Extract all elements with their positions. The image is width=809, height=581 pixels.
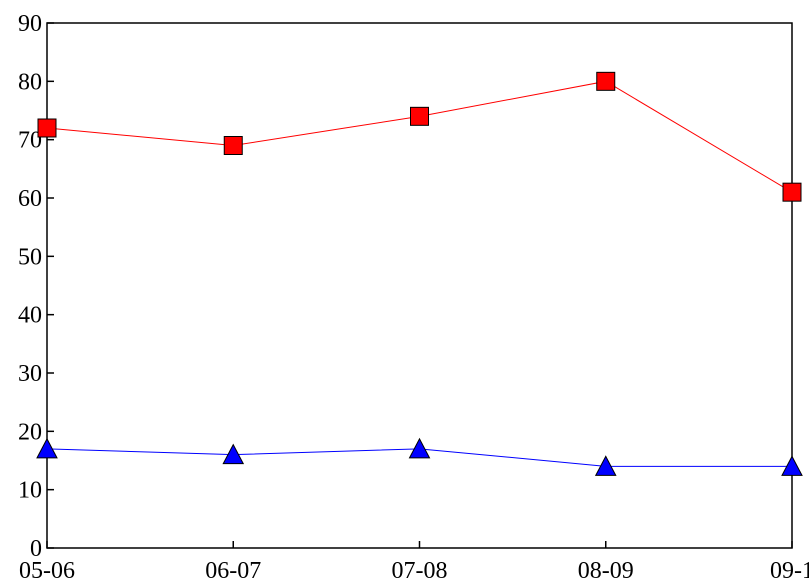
x-tick-label: 07-08 <box>392 558 448 581</box>
data-point-triangle <box>594 455 617 476</box>
y-tick-label: 50 <box>18 244 42 270</box>
data-point-square <box>410 106 429 126</box>
series-2 <box>36 437 803 476</box>
series-1 <box>37 71 802 202</box>
data-point-square <box>37 118 57 138</box>
x-tick-label: 09-1 <box>770 558 809 581</box>
y-tick-label: 20 <box>18 419 42 445</box>
series-line <box>46 80 793 193</box>
x-tick-label: 08-09 <box>578 558 634 581</box>
y-tick-label: 30 <box>18 361 42 387</box>
x-tick-label: 05-06 <box>19 558 75 581</box>
x-axis: 05-06 06-07 07-08 08-09 09-1 <box>19 541 809 581</box>
y-tick-label: 40 <box>18 303 42 329</box>
x-tick-label: 06-07 <box>205 558 261 581</box>
plot-frame <box>46 22 793 549</box>
data-point-square <box>782 182 802 202</box>
y-tick-label: 60 <box>18 186 42 212</box>
data-point-square <box>596 71 616 91</box>
data-point-triangle <box>781 455 803 476</box>
data-point-triangle <box>222 443 245 465</box>
data-point-triangle <box>36 437 58 459</box>
series-layer <box>36 71 803 476</box>
data-point-square <box>223 136 243 155</box>
y-tick-label: 80 <box>18 69 42 95</box>
y-tick-label: 10 <box>18 478 42 504</box>
y-tick-label: 0 <box>30 536 42 562</box>
y-tick-label: 90 <box>18 11 42 37</box>
data-point-triangle <box>408 437 431 459</box>
